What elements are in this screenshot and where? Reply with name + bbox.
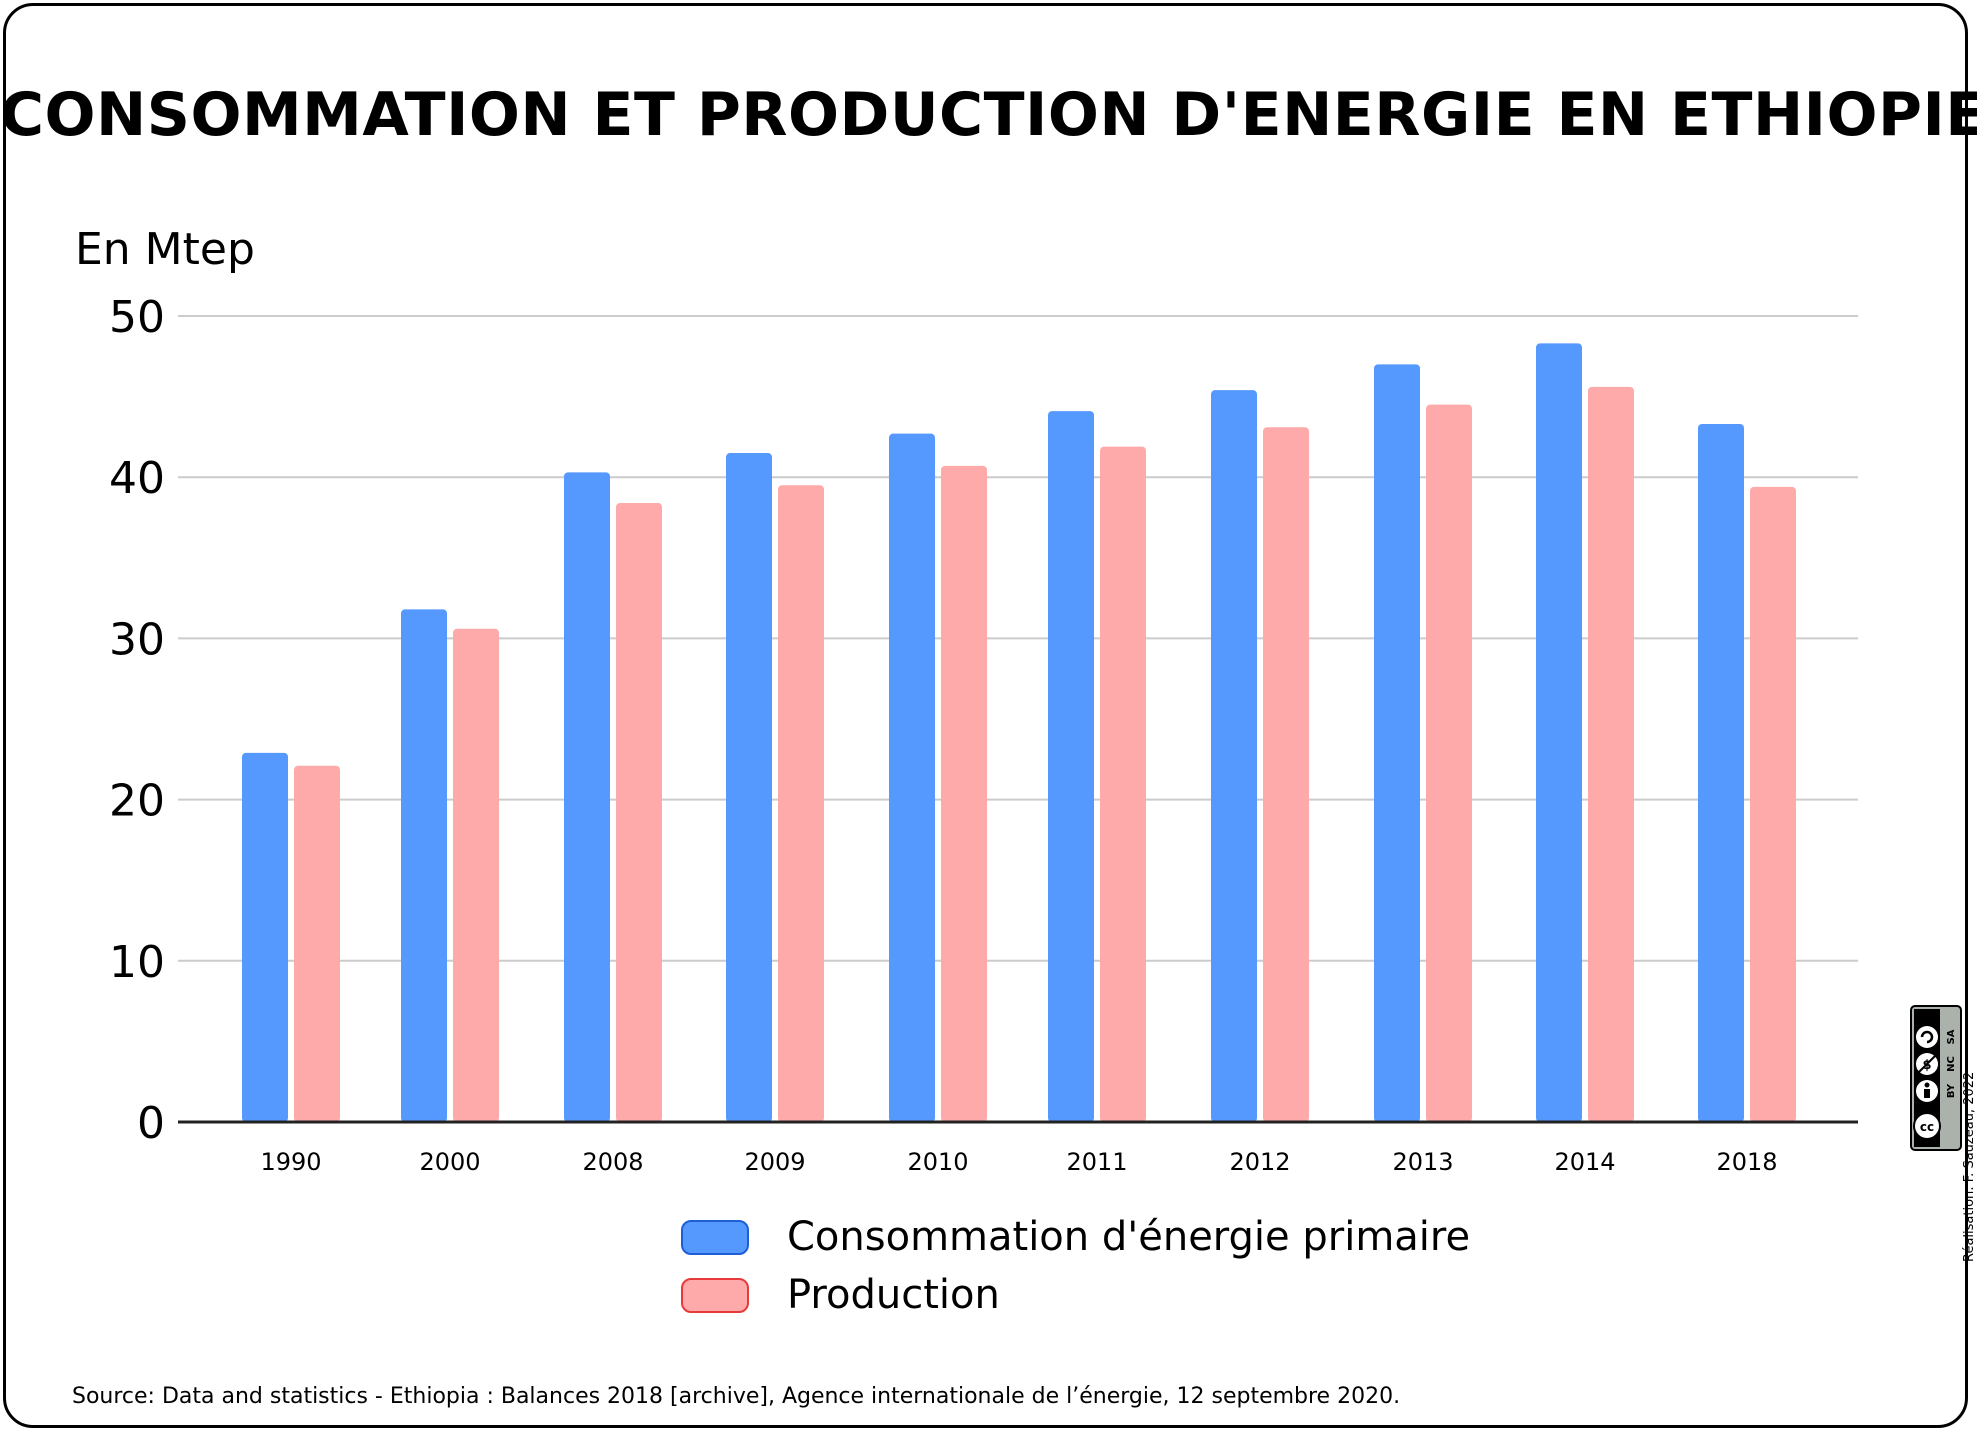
bar-production [294, 765, 340, 1122]
legend-swatch [681, 1220, 749, 1255]
bar-consommation [1536, 343, 1582, 1122]
x-tick-label: 2012 [1229, 1148, 1290, 1176]
bar-consommation [889, 433, 935, 1122]
x-tick-label: 2008 [582, 1148, 643, 1176]
sa-icon [1916, 1026, 1938, 1048]
x-tick-label: 2000 [419, 1148, 480, 1176]
y-tick-label: 30 [109, 614, 165, 665]
y-tick-label: 20 [109, 776, 165, 827]
svg-text:$: $ [1922, 1058, 1931, 1073]
x-tick-label: 2013 [1392, 1148, 1453, 1176]
license-label: NC [1946, 1056, 1957, 1072]
bar-consommation [1374, 364, 1420, 1122]
source-note: Source: Data and statistics - Ethiopia :… [72, 1384, 1401, 1409]
bar-production [1263, 427, 1309, 1122]
legend-label: Consommation d'énergie primaire [787, 1214, 1470, 1260]
y-axis-label: En Mtep [75, 224, 255, 275]
bar-consommation [1211, 390, 1257, 1123]
y-tick-labels: 0 10 20 30 40 50 [109, 292, 165, 1149]
bar-consommation [242, 752, 288, 1122]
x-tick-label: 2011 [1066, 1148, 1127, 1176]
legend-label: Production [787, 1272, 1000, 1318]
page-title: CONSOMMATION ET PRODUCTION D'ENERGIE EN … [0, 80, 1977, 150]
bar-consommation [401, 609, 447, 1122]
license-label: BY [1946, 1083, 1957, 1098]
x-tick-label: 2014 [1554, 1148, 1615, 1176]
bar-production [453, 628, 499, 1122]
license-label: SA [1946, 1029, 1957, 1044]
cc-logo-icon [1913, 1112, 1941, 1140]
bar-consommation [1698, 424, 1744, 1122]
x-tick-label: 2018 [1716, 1148, 1777, 1176]
x-tick-labels: 1990 2000 2008 2009 2010 2011 2012 2013 2014 2018 [260, 1148, 1777, 1176]
y-tick-label: 0 [137, 1098, 165, 1149]
x-tick-label: 2009 [744, 1148, 805, 1176]
svg-text:cc: cc [1920, 1120, 1934, 1134]
y-tick-label: 50 [109, 292, 165, 343]
bar-consommation [564, 472, 610, 1122]
x-tick-label: 2010 [907, 1148, 968, 1176]
y-tick-label: 40 [109, 453, 165, 504]
license-labels: BY NC SA [1946, 1029, 1957, 1098]
bar-production [616, 502, 662, 1122]
bar-production [1100, 446, 1146, 1122]
bar-production [941, 465, 987, 1122]
credit-note: Réalisation: F. Sauzeau, 2022 [1962, 1071, 1977, 1262]
bars [242, 343, 1796, 1123]
legend: Consommation d'énergie primaire Productio… [681, 1214, 1470, 1318]
bar-production [1588, 386, 1634, 1123]
bar-production [1750, 486, 1796, 1122]
y-tick-label: 10 [109, 937, 165, 988]
bar-production [778, 485, 824, 1122]
bar-consommation [726, 453, 772, 1122]
legend-swatch [681, 1278, 749, 1313]
x-tick-label: 1990 [260, 1148, 321, 1176]
bar-consommation [1048, 411, 1094, 1122]
creative-commons-by-nc-sa-icon: cc $ BY NC SA [1910, 1005, 1962, 1151]
bar-production [1426, 404, 1472, 1122]
